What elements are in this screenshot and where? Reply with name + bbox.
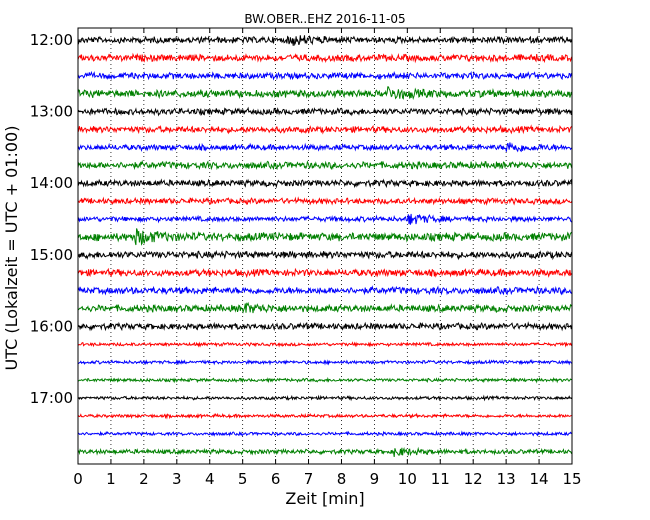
seismic-trace-12: [77, 249, 573, 261]
seismic-trace-21: [77, 412, 573, 420]
x-tick-label: 3: [172, 470, 182, 488]
seismic-trace-7: [77, 159, 573, 171]
x-tick-label: 11: [431, 470, 450, 488]
trace-group: [77, 35, 573, 458]
y-tick-label: 15:00: [30, 246, 73, 264]
x-axis-ticks: 0 1 2 3 4 5 6 7 8 9 10 11 12 13 14 15: [73, 28, 582, 488]
seismic-trace-2: [77, 70, 573, 81]
seismic-trace-17: [77, 341, 573, 348]
seismic-trace-8: [77, 178, 573, 189]
x-tick-label: 6: [271, 470, 281, 488]
seismic-trace-23: [77, 446, 573, 458]
x-tick-label: 10: [398, 470, 417, 488]
x-tick-label: 13: [497, 470, 516, 488]
seismic-trace-0: [77, 35, 573, 47]
y-axis-ticks: 12:00 13:00 14:00 15:00 16:00 17:00: [30, 31, 572, 407]
seismic-trace-14: [77, 285, 573, 296]
seismic-trace-13: [77, 267, 573, 279]
seismic-trace-11: [77, 228, 573, 246]
y-tick-label: 13:00: [30, 103, 73, 121]
x-tick-label: 15: [562, 470, 581, 488]
x-tick-label: 2: [139, 470, 149, 488]
x-tick-label: 12: [464, 470, 483, 488]
x-tick-label: 8: [337, 470, 347, 488]
x-tick-label: 7: [304, 470, 314, 488]
chart-title: BW.OBER..EHZ 2016-11-05: [244, 12, 405, 26]
seismic-trace-1: [77, 52, 573, 64]
x-tick-label: 1: [106, 470, 116, 488]
x-tick-label: 0: [73, 470, 83, 488]
x-tick-label: 14: [530, 470, 549, 488]
seismic-trace-22: [77, 430, 573, 437]
y-tick-label: 16:00: [30, 317, 73, 335]
seismic-trace-10: [77, 213, 573, 225]
seismic-trace-19: [77, 376, 573, 384]
seismic-trace-18: [77, 359, 573, 366]
x-tick-label: 5: [238, 470, 248, 488]
seismic-trace-3: [77, 86, 573, 101]
x-gridlines: [110, 28, 540, 464]
seismic-trace-4: [77, 106, 573, 117]
seismic-trace-15: [77, 301, 573, 314]
plot-frame: [77, 27, 573, 465]
y-tick-label: 14:00: [30, 174, 73, 192]
x-axis-label: Zeit [min]: [285, 489, 364, 508]
seismic-trace-20: [77, 394, 573, 402]
seismic-trace-9: [77, 196, 573, 206]
seismic-trace-6: [77, 142, 573, 153]
y-tick-label: 17:00: [30, 389, 73, 407]
x-tick-label: 4: [205, 470, 215, 488]
y-axis-label: UTC (Lokalzeit = UTC + 01:00): [2, 126, 21, 371]
seismic-trace-16: [77, 321, 573, 332]
seismic-trace-5: [77, 124, 573, 135]
y-tick-label: 12:00: [30, 31, 73, 49]
x-tick-label: 9: [370, 470, 380, 488]
